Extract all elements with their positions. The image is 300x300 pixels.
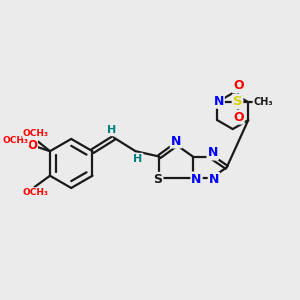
- Text: O: O: [233, 80, 244, 92]
- Text: S: S: [233, 95, 242, 108]
- Text: N: N: [214, 95, 224, 108]
- Text: H: H: [133, 154, 142, 164]
- Text: S: S: [153, 173, 162, 186]
- Text: CH₃: CH₃: [254, 97, 273, 106]
- Text: O: O: [233, 111, 244, 124]
- Text: OCH₃: OCH₃: [3, 136, 28, 145]
- Text: OCH₃: OCH₃: [23, 129, 49, 138]
- Text: OCH₃: OCH₃: [23, 188, 49, 197]
- Text: N: N: [209, 173, 219, 186]
- Text: H: H: [107, 125, 116, 135]
- Text: N: N: [208, 146, 218, 160]
- Text: N: N: [171, 134, 181, 148]
- Text: O: O: [27, 139, 37, 152]
- Text: N: N: [191, 172, 202, 185]
